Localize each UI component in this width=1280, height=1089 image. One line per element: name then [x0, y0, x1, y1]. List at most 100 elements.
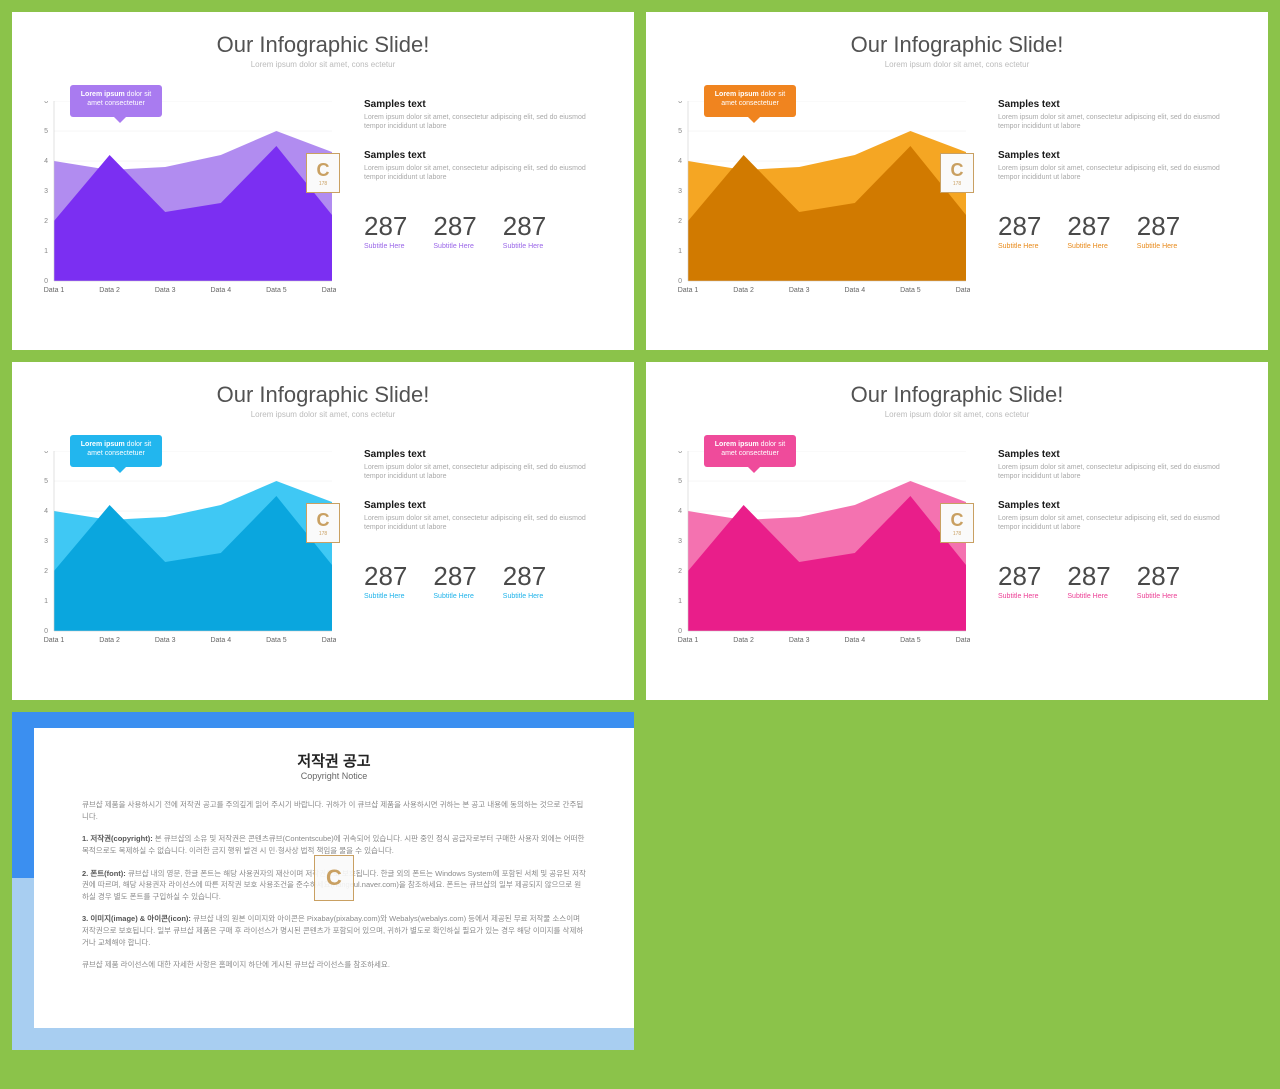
cp-para-3: 3. 이미지(image) & 아이콘(icon): 큐브샵 내의 원본 이미지… [82, 913, 586, 948]
svg-text:1: 1 [44, 598, 48, 605]
stat-value: 287 [998, 211, 1041, 242]
svg-text:0: 0 [44, 628, 48, 635]
stat-label: Subtitle Here [433, 593, 476, 600]
svg-text:6: 6 [44, 101, 48, 105]
svg-text:6: 6 [44, 451, 48, 455]
sample-title: Samples text [998, 150, 1240, 161]
svg-text:3: 3 [678, 538, 682, 545]
svg-text:2: 2 [678, 568, 682, 575]
svg-text:Data 6: Data 6 [322, 287, 336, 294]
svg-text:Data 4: Data 4 [844, 637, 865, 644]
svg-text:Data 4: Data 4 [210, 637, 231, 644]
stat-value: 287 [433, 561, 476, 592]
stat-item: 287 Subtitle Here [364, 211, 407, 250]
chart-callout: Lorem ipsum dolor sit amet consectetuer [70, 435, 162, 467]
svg-text:Data 3: Data 3 [155, 287, 176, 294]
chart-svg: 0123456Data 1Data 2Data 3Data 4Data 5Dat… [40, 451, 336, 649]
slide-subtitle: Lorem ipsum dolor sit amet, cons ectetur [40, 60, 606, 69]
svg-text:0: 0 [678, 628, 682, 635]
svg-text:Data 1: Data 1 [44, 637, 65, 644]
sample-desc: Lorem ipsum dolor sit amet, consectetur … [364, 463, 606, 482]
svg-text:Data 2: Data 2 [99, 287, 120, 294]
sample-desc: Lorem ipsum dolor sit amet, consectetur … [364, 113, 606, 132]
slide-subtitle: Lorem ipsum dolor sit amet, cons ectetur [674, 410, 1240, 419]
svg-text:3: 3 [44, 538, 48, 545]
stat-item: 287 Subtitle Here [364, 561, 407, 600]
stat-label: Subtitle Here [364, 593, 407, 600]
sample-desc: Lorem ipsum dolor sit amet, consectetur … [364, 514, 606, 533]
sample-title: Samples text [998, 500, 1240, 511]
svg-text:Data 1: Data 1 [678, 637, 699, 644]
sample-block-1: Samples text Lorem ipsum dolor sit amet,… [364, 449, 606, 482]
stat-item: 287 Subtitle Here [1137, 561, 1180, 600]
cp-para-1: 1. 저작권(copyright): 본 큐브샵의 소유 및 저작권은 콘텐츠큐… [82, 833, 586, 856]
stats-row: 287 Subtitle Here 287 Subtitle Here 287 … [998, 561, 1240, 600]
copyright-subtitle: Copyright Notice [82, 771, 586, 781]
cp-label-1: 1. 저작권(copyright): [82, 834, 153, 843]
stat-item: 287 Subtitle Here [998, 211, 1041, 250]
svg-text:0: 0 [678, 278, 682, 285]
svg-text:3: 3 [678, 188, 682, 195]
sample-block-1: Samples text Lorem ipsum dolor sit amet,… [364, 99, 606, 132]
stat-value: 287 [433, 211, 476, 242]
stat-item: 287 Subtitle Here [433, 561, 476, 600]
sample-title: Samples text [998, 449, 1240, 460]
svg-text:4: 4 [44, 158, 48, 165]
svg-text:Data 1: Data 1 [678, 287, 699, 294]
stat-label: Subtitle Here [1137, 243, 1180, 250]
svg-text:Data 4: Data 4 [210, 287, 231, 294]
cp-label-2: 2. 폰트(font): [82, 869, 126, 878]
watermark-badge: C [314, 855, 354, 901]
svg-text:0: 0 [44, 278, 48, 285]
stat-label: Subtitle Here [998, 243, 1041, 250]
stat-value: 287 [503, 211, 546, 242]
sample-block-1: Samples text Lorem ipsum dolor sit amet,… [998, 99, 1240, 132]
sample-desc: Lorem ipsum dolor sit amet, consectetur … [998, 514, 1240, 533]
watermark-badge: C178 [306, 503, 340, 543]
svg-text:Data 1: Data 1 [44, 287, 65, 294]
cp-label-3: 3. 이미지(image) & 아이콘(icon): [82, 914, 191, 923]
sample-block-2: Samples text Lorem ipsum dolor sit amet,… [998, 150, 1240, 183]
stats-row: 287 Subtitle Here 287 Subtitle Here 287 … [364, 561, 606, 600]
sample-title: Samples text [364, 449, 606, 460]
svg-text:Data 6: Data 6 [322, 637, 336, 644]
stat-value: 287 [364, 561, 407, 592]
sample-block-2: Samples text Lorem ipsum dolor sit amet,… [364, 150, 606, 183]
svg-text:5: 5 [678, 128, 682, 135]
svg-text:2: 2 [44, 218, 48, 225]
sample-block-2: Samples text Lorem ipsum dolor sit amet,… [998, 500, 1240, 533]
text-panel: Samples text Lorem ipsum dolor sit amet,… [998, 93, 1240, 323]
stat-label: Subtitle Here [1137, 593, 1180, 600]
stat-label: Subtitle Here [364, 243, 407, 250]
stat-item: 287 Subtitle Here [503, 211, 546, 250]
watermark-badge: C178 [306, 153, 340, 193]
stat-item: 287 Subtitle Here [998, 561, 1041, 600]
svg-text:6: 6 [678, 101, 682, 105]
stat-label: Subtitle Here [503, 593, 546, 600]
sample-desc: Lorem ipsum dolor sit amet, consectetur … [998, 463, 1240, 482]
svg-text:1: 1 [678, 248, 682, 255]
slide-orange: Our Infographic Slide! Lorem ipsum dolor… [646, 12, 1268, 350]
sample-title: Samples text [364, 150, 606, 161]
sample-title: Samples text [998, 99, 1240, 110]
stats-row: 287 Subtitle Here 287 Subtitle Here 287 … [364, 211, 606, 250]
svg-text:Data 5: Data 5 [266, 637, 287, 644]
stat-value: 287 [998, 561, 1041, 592]
empty-cell [646, 712, 1268, 1050]
slide-copyright: 저작권 공고 Copyright Notice 큐브샵 제품을 사용하시기 전에… [12, 712, 634, 1050]
chart-callout: Lorem ipsum dolor sit amet consectetuer [704, 435, 796, 467]
cp-para-4: 큐브샵 제품 라이선스에 대한 자세한 사항은 홈페이지 하단에 게시된 큐브샵… [82, 959, 586, 971]
svg-text:Data 6: Data 6 [956, 637, 970, 644]
chart-svg: 0123456Data 1Data 2Data 3Data 4Data 5Dat… [674, 451, 970, 649]
sample-title: Samples text [364, 500, 606, 511]
watermark-badge: C178 [940, 503, 974, 543]
svg-text:Data 3: Data 3 [155, 637, 176, 644]
svg-text:Data 6: Data 6 [956, 287, 970, 294]
svg-text:4: 4 [678, 158, 682, 165]
svg-text:5: 5 [44, 478, 48, 485]
slide-title: Our Infographic Slide! [40, 32, 606, 58]
slide-title: Our Infographic Slide! [674, 382, 1240, 408]
slide-blue: Our Infographic Slide! Lorem ipsum dolor… [12, 362, 634, 700]
area-chart: Lorem ipsum dolor sit amet consectetuer0… [40, 443, 336, 673]
sample-desc: Lorem ipsum dolor sit amet, consectetur … [998, 164, 1240, 183]
